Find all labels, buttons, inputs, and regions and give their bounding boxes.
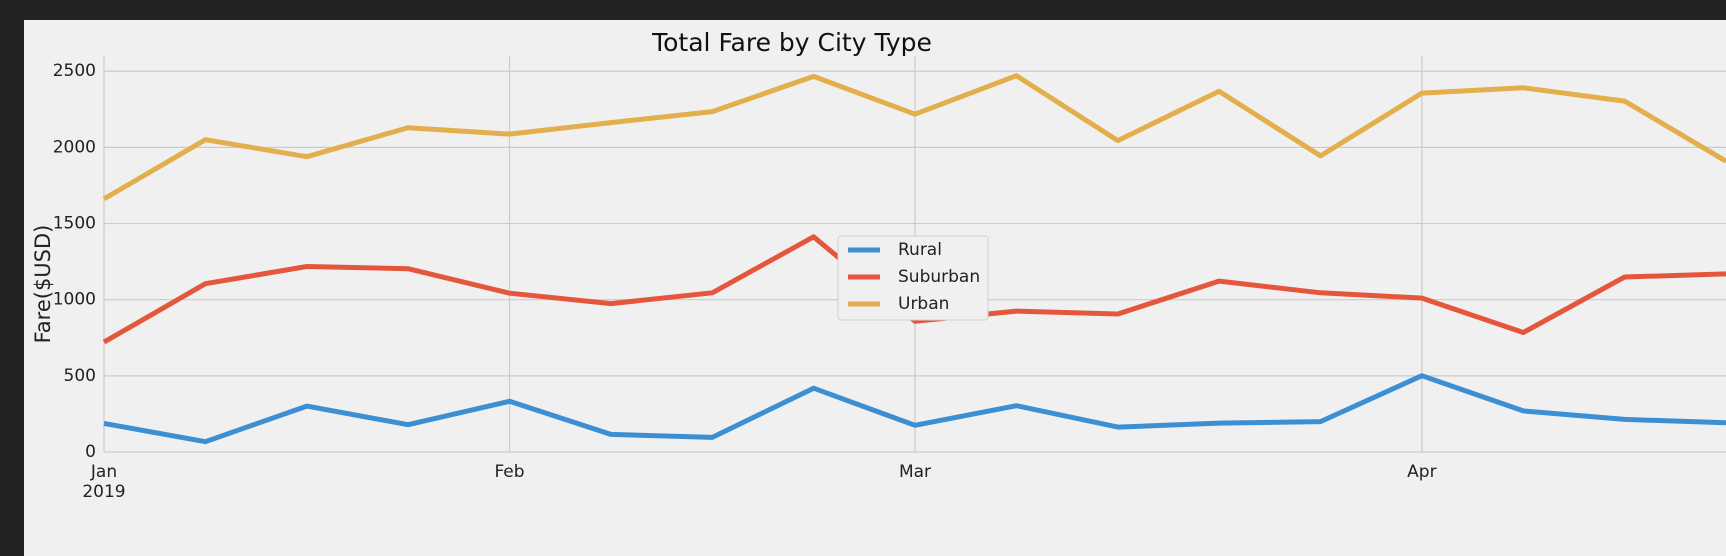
y-tick-label: 2000 xyxy=(53,137,96,157)
series-line-urban xyxy=(102,73,1726,202)
x-tick-sublabel: 2019 xyxy=(82,482,125,502)
chart-figure: 0 500 1000 1500 2000 2500 Jan 2019 Feb Mar Apr To… xyxy=(24,20,1726,556)
chart-title: Total Fare by City Type xyxy=(651,28,932,57)
series-line-suburban xyxy=(102,234,1726,345)
y-tick-label: 1500 xyxy=(53,214,96,234)
y-axis-label: Fare($USD) xyxy=(31,225,55,344)
y-axis-ticks: 0 500 1000 1500 2000 2500 xyxy=(53,61,96,462)
y-tick-label: 500 xyxy=(64,366,96,386)
legend-label-urban: Urban xyxy=(898,294,949,314)
x-tick-label: Jan xyxy=(90,462,117,482)
y-tick-label: 0 xyxy=(85,442,96,462)
legend-box xyxy=(837,235,989,321)
x-tick-label: Feb xyxy=(494,462,524,482)
legend: Rural Suburban Urban xyxy=(837,235,989,321)
series-lines xyxy=(102,73,1726,445)
y-tick-label: 1000 xyxy=(53,290,96,310)
x-tick-label: Mar xyxy=(899,462,931,482)
series-line-rural xyxy=(103,373,1726,445)
y-tick-label: 2500 xyxy=(53,61,96,81)
legend-label-rural: Rural xyxy=(898,240,942,260)
legend-label-suburban: Suburban xyxy=(898,267,980,287)
x-tick-label: Apr xyxy=(1407,462,1436,482)
